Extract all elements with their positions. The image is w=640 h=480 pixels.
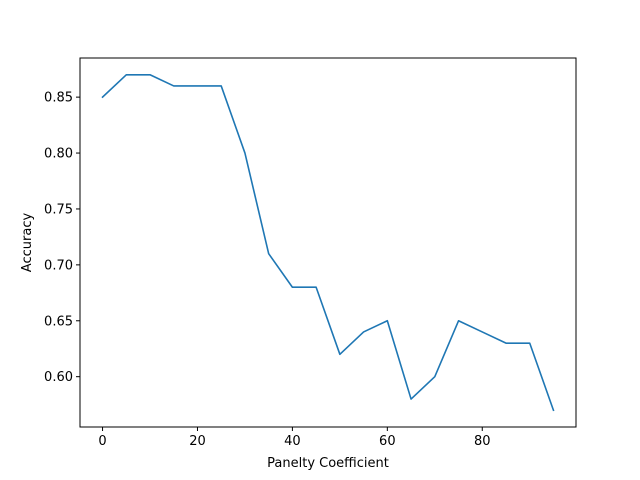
y-tick-label: 0.85 — [44, 91, 73, 106]
axes-frame — [79, 57, 577, 428]
x-tick-label: 80 — [474, 434, 491, 449]
x-tick-label: 0 — [98, 434, 106, 449]
plot-area — [101, 73, 555, 412]
y-axis: 0.60 0.65 0.70 0.75 0.80 0.85 — [44, 91, 80, 385]
y-tick-label: 0.60 — [44, 370, 73, 385]
accuracy-series-line — [101, 73, 555, 412]
x-tick-label: 40 — [284, 434, 301, 449]
x-axis: 0 20 40 60 80 — [98, 427, 491, 449]
y-axis-label: Accuracy — [20, 213, 35, 273]
x-axis-label: Panelty Coefficient — [267, 456, 389, 471]
x-tick-label: 20 — [189, 434, 206, 449]
y-tick-label: 0.70 — [44, 258, 73, 273]
x-tick-label: 60 — [379, 434, 396, 449]
y-tick-label: 0.65 — [44, 314, 73, 329]
y-tick-label: 0.75 — [44, 202, 73, 217]
y-tick-label: 0.80 — [44, 147, 73, 162]
